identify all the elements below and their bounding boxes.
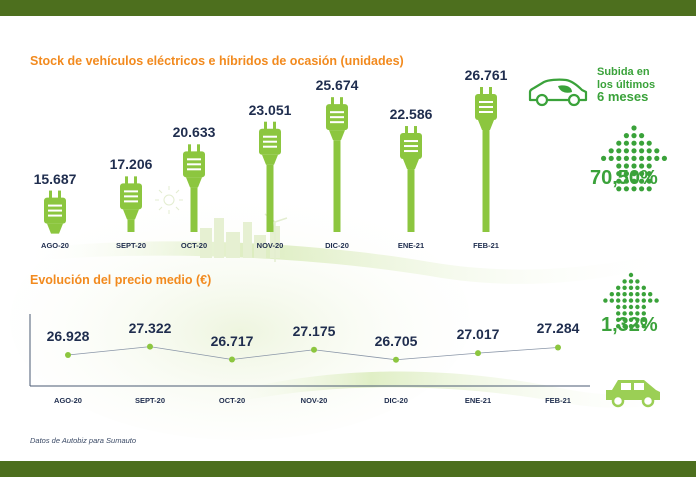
stock-increase-percent: 70,50% [590,167,658,189]
price-x-tick-label: NOV-20 [300,396,328,405]
swoosh-lower [200,371,690,410]
price-value-label: 27.284 [536,320,580,337]
price-value-label: 26.717 [210,332,254,349]
stock-value-label: 17.206 [109,156,153,173]
stock-plug-bar [326,97,348,232]
price-point [555,344,561,351]
stock-value-label: 15.687 [33,170,77,187]
stock-x-tick-label: AGO-20 [41,241,69,250]
price-x-tick-label: ENE-21 [464,396,492,405]
price-x-tick-label: AGO-20 [54,396,82,405]
price-point [393,356,399,363]
price-x-tick-label: SEPT-20 [134,396,165,405]
source-note: Datos de Autobiz para Sumauto [30,436,137,445]
price-point [65,352,71,359]
side-text: Subida en los últimos 6 meses [597,66,687,104]
stock-plug-bar [475,87,497,232]
price-value-label: 27.017 [456,326,500,343]
up-arrow-icon [601,125,668,192]
price-x-tick-label: FEB-21 [545,396,571,405]
price-x-tick-label: DIC-20 [384,396,408,405]
stock-x-tick-label: NOV-20 [256,241,284,250]
price-point [147,343,153,350]
stock-plug-bar [400,126,422,232]
stock-x-tick-label: SEPT-20 [115,241,146,250]
price-chart-title: Evolución del precio medio (€) [30,273,212,287]
electric-car-icon [528,78,588,107]
bottom-band [0,461,696,477]
stock-plug-bar [120,176,142,232]
price-x-tick-label: OCT-20 [218,396,246,405]
stock-plug-bar [44,190,66,234]
price-value-label: 27.175 [292,322,336,339]
side-line-1: Subida en [597,66,650,78]
stock-value-label: 26.761 [464,67,508,83]
stock-x-tick-label: DIC-20 [325,241,349,250]
price-value-label: 26.928 [46,328,90,345]
price-point [311,346,317,353]
stock-plug-bar [259,121,281,232]
up-arrow-icon-small [603,272,659,329]
stock-plug-bar [183,144,205,232]
side-line-3: 6 meses [597,89,649,104]
top-band [0,0,696,16]
stock-value-label: 20.633 [172,124,216,141]
price-increase-percent: 1,32% [601,314,658,336]
stock-value-label: 25.674 [315,77,359,94]
sun-icon [155,186,183,214]
price-value-label: 26.705 [374,332,418,349]
stock-chart-title: Stock de vehículos eléctricos e híbridos… [30,54,404,68]
stock-x-tick-label: OCT-20 [180,241,208,250]
side-line-2: los últimos [597,78,656,91]
price-point [229,356,235,363]
stock-x-tick-label: ENE-21 [397,241,425,250]
car-icon [606,380,660,408]
price-value-label: 27.322 [128,319,172,336]
stock-x-tick-label: FEB-21 [473,241,499,250]
stock-value-label: 23.051 [248,101,292,118]
price-point [475,350,481,357]
swoosh-upper [20,241,680,284]
stock-value-label: 22.586 [389,106,433,123]
